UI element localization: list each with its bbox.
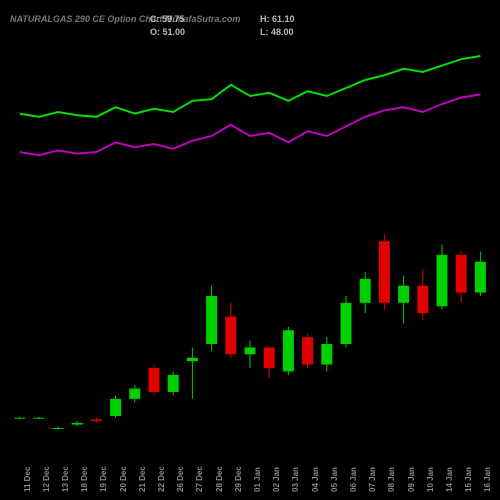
indicator-line-green xyxy=(20,56,481,117)
candle-body xyxy=(283,330,294,371)
x-axis-label: 28 Dec xyxy=(215,466,224,492)
x-axis-label: 21 Dec xyxy=(138,466,147,492)
x-axis-label: 08 Jan xyxy=(387,467,396,492)
indicator-line-magenta xyxy=(20,94,481,155)
candle-body xyxy=(456,255,467,293)
x-axis-label: 29 Dec xyxy=(234,466,243,492)
x-axis-label: 06 Jan xyxy=(349,467,358,492)
x-axis-label: 05 Jan xyxy=(330,467,339,492)
x-axis-label: 09 Jan xyxy=(407,467,416,492)
x-axis-label: 01 Jan xyxy=(253,467,262,492)
x-axis-label: 27 Dec xyxy=(195,466,204,492)
x-axis-label: 03 Jan xyxy=(291,467,300,492)
candle-body xyxy=(14,418,25,419)
candle-body xyxy=(398,286,409,303)
candle-body xyxy=(379,241,390,303)
candle-body xyxy=(245,347,256,354)
x-axis-label: 26 Dec xyxy=(176,466,185,492)
candle-body xyxy=(437,255,448,306)
candle-body xyxy=(206,296,217,344)
candle-body xyxy=(149,368,160,392)
candle-body xyxy=(225,317,236,355)
candle-body xyxy=(360,279,371,303)
x-axis-label: 02 Jan xyxy=(272,467,281,492)
x-axis-label: 16 Jan xyxy=(483,467,492,492)
x-axis-label: 04 Jan xyxy=(311,467,320,492)
x-axis-label: 13 Dec xyxy=(61,466,70,492)
candle-body xyxy=(168,375,179,392)
price-chart xyxy=(0,0,500,500)
x-axis-label: 18 Dec xyxy=(80,466,89,492)
x-axis-label: 11 Dec xyxy=(23,467,32,492)
candle-body xyxy=(417,286,428,313)
candle-body xyxy=(110,399,121,416)
candle-body xyxy=(53,428,64,429)
candle-body xyxy=(475,262,486,293)
candle-body xyxy=(187,358,198,361)
x-axis-label: 12 Dec xyxy=(42,466,51,492)
x-axis-label: 10 Jan xyxy=(426,467,435,492)
candle-body xyxy=(72,423,83,425)
x-axis-label: 20 Dec xyxy=(119,466,128,492)
candle-body xyxy=(341,303,352,344)
x-axis-label: 14 Jan xyxy=(445,467,454,492)
x-axis-label: 15 Jan xyxy=(464,467,473,492)
x-axis-label: 07 Jan xyxy=(368,467,377,492)
candle-body xyxy=(91,419,102,421)
candle-body xyxy=(264,347,275,368)
candle-body xyxy=(321,344,332,365)
candle-body xyxy=(33,418,44,419)
x-axis-label: 22 Dec xyxy=(157,466,166,492)
candle-body xyxy=(129,389,140,399)
x-axis-label: 19 Dec xyxy=(99,466,108,492)
candle-body xyxy=(302,337,313,364)
